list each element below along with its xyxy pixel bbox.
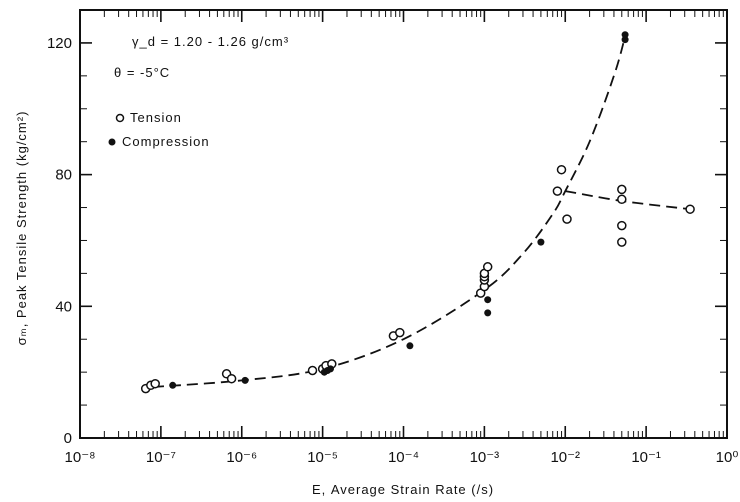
tension-point (552, 186, 563, 196)
legend-tension-marker (115, 113, 125, 123)
compression-point (327, 365, 334, 373)
x-tick-label: 10⁰ (716, 449, 739, 466)
tension-point (617, 237, 627, 247)
x-tick-label: 10⁻⁴ (388, 449, 419, 466)
trend-curve (565, 190, 691, 211)
legend-compression-marker (108, 138, 116, 146)
trend-curves (152, 36, 691, 388)
legend-temperature-condition: θ = -5°C (114, 65, 170, 80)
trend-curve (152, 36, 626, 388)
compression-point (484, 296, 492, 304)
x-tick-label: 10⁻¹ (631, 449, 661, 466)
x-tick-label: 10⁻⁵ (307, 449, 338, 466)
compression-point (621, 36, 629, 44)
tension-point (307, 365, 318, 376)
legend-tension-label: Tension (130, 110, 182, 125)
compression-point (621, 31, 629, 39)
tension-point (562, 214, 572, 224)
tension-point (685, 204, 695, 214)
tension-point (617, 220, 627, 231)
data-points (140, 31, 695, 394)
tension-point (556, 164, 567, 175)
x-tick-label: 10⁻⁸ (65, 449, 96, 466)
compression-point (537, 238, 545, 246)
legend-density-condition: γ_d = 1.20 - 1.26 g/cm³ (132, 34, 289, 49)
y-axis-title: σₘ, Peak Tensile Strength (kg/cm²) (14, 111, 29, 346)
legend: γ_d = 1.20 - 1.26 g/cm³ θ = -5°C Tension… (108, 34, 289, 149)
tension-point (482, 262, 493, 272)
tension-point (617, 184, 627, 195)
compression-point (241, 376, 249, 384)
x-axis-title: Ε, Average Strain Rate (/s) (312, 482, 494, 497)
tension-point (150, 378, 160, 389)
x-tick-label: 10⁻⁷ (146, 449, 176, 466)
compression-point (484, 309, 492, 317)
legend-compression-label: Compression (122, 134, 210, 149)
y-tick-label: 80 (55, 167, 72, 184)
compression-point (169, 381, 177, 389)
axis-ticks (79, 9, 727, 439)
tension-point (617, 194, 627, 205)
plot-frame (79, 9, 728, 439)
tension-point (395, 327, 405, 338)
tension-point (226, 373, 237, 384)
x-tick-labels: 10⁻⁸ 10⁻⁷ 10⁻⁶ 10⁻⁵ 10⁻⁴ 10⁻³ 10⁻² 10⁻¹ 10⁰ (65, 449, 739, 466)
compression-point (406, 342, 414, 350)
x-tick-label: 10⁻³ (470, 449, 500, 466)
x-tick-label: 10⁻² (550, 449, 580, 466)
y-tick-label: 40 (55, 298, 72, 315)
y-tick-label: 0 (64, 430, 72, 447)
y-tick-labels: 0 40 80 120 (47, 35, 72, 447)
y-tick-label: 120 (47, 35, 72, 52)
x-tick-label: 10⁻⁶ (226, 449, 257, 466)
